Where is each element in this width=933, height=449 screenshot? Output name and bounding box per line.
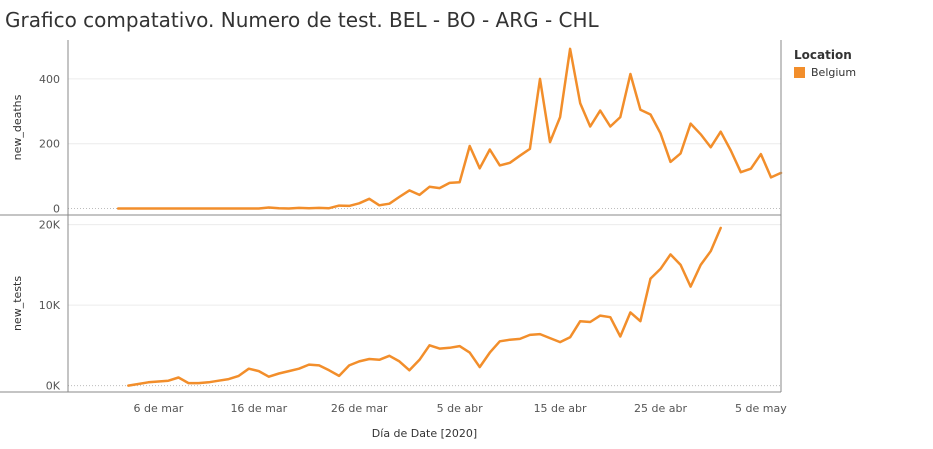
x-tick-label: 25 de abr — [634, 402, 687, 415]
y-tick-label: 20K — [39, 219, 61, 232]
y-tick-label: 200 — [39, 138, 60, 151]
x-tick-label: 5 de abr — [437, 402, 483, 415]
series-line-belgium — [116, 47, 783, 210]
legend-title: Location — [794, 48, 852, 62]
x-tick-label: 6 de mar — [134, 402, 184, 415]
y-tick-label: 10K — [39, 299, 61, 312]
x-tick-label: 15 de abr — [534, 402, 587, 415]
x-axis-label: Día de Date [2020] — [372, 427, 477, 440]
legend-swatch — [794, 67, 805, 78]
y-tick-label: 400 — [39, 73, 60, 86]
y-axis-label: new_deaths — [11, 94, 24, 160]
y-tick-label: 0 — [53, 203, 60, 216]
y-axis-label: new_tests — [11, 276, 24, 331]
x-tick-label: 16 de mar — [230, 402, 287, 415]
series-line-belgium — [127, 226, 722, 387]
legend: Location Belgium — [794, 48, 856, 79]
x-tick-label: 5 de may — [735, 402, 787, 415]
y-tick-label: 0K — [46, 380, 61, 393]
legend-label: Belgium — [811, 66, 857, 79]
legend-item-belgium[interactable]: Belgium — [794, 66, 856, 79]
x-tick-label: 26 de mar — [331, 402, 388, 415]
chart-title: Grafico compatativo. Numero de test. BEL… — [5, 8, 599, 32]
